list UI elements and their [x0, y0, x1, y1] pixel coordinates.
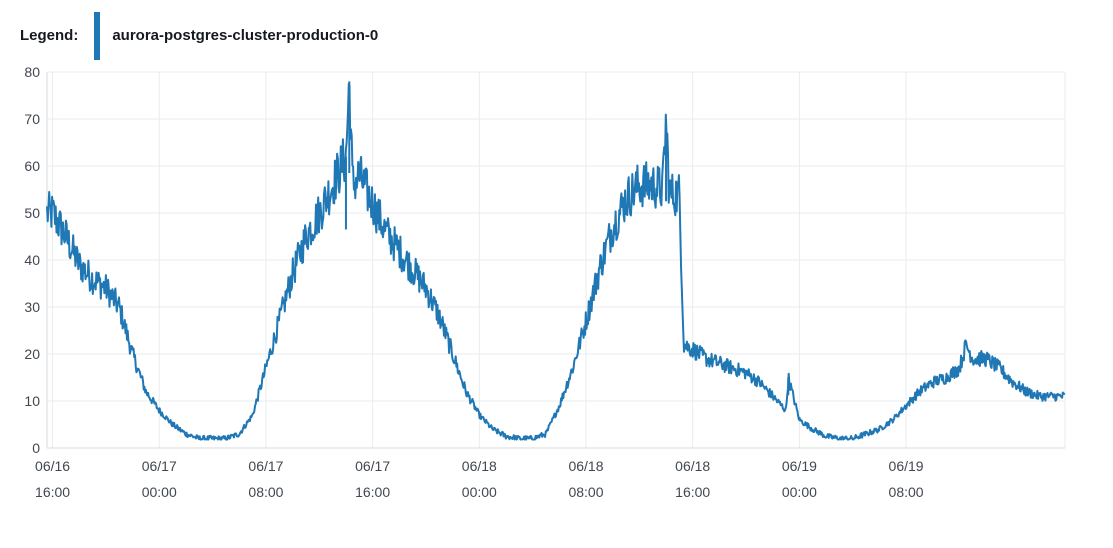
- x-tick-time: 08:00: [248, 484, 283, 500]
- y-tick-label: 10: [24, 393, 40, 409]
- y-tick-label: 20: [24, 346, 40, 362]
- series-line[interactable]: [46, 82, 1066, 441]
- legend: Legend: aurora-postgres-cluster-producti…: [20, 12, 378, 60]
- series-layer: [46, 81, 1066, 441]
- x-tick-time: 00:00: [462, 484, 497, 500]
- x-tick-date: 06/17: [142, 458, 177, 474]
- x-tick-time: 00:00: [782, 484, 817, 500]
- x-tick-date: 06/18: [568, 458, 603, 474]
- x-tick-date: 06/19: [782, 458, 817, 474]
- x-tick-time: 16:00: [675, 484, 710, 500]
- x-tick-time: 08:00: [568, 484, 603, 500]
- y-tick-label: 80: [24, 64, 40, 80]
- x-tick-date: 06/17: [248, 458, 283, 474]
- y-tick-label: 0: [32, 440, 40, 456]
- grid: [47, 71, 1066, 449]
- y-tick-label: 50: [24, 205, 40, 221]
- x-tick-date: 06/19: [889, 458, 924, 474]
- x-tick-date: 06/18: [675, 458, 710, 474]
- y-tick-label: 60: [24, 158, 40, 174]
- x-tick-date: 06/16: [35, 458, 70, 474]
- y-tick-label: 70: [24, 111, 40, 127]
- x-tick-date: 06/18: [462, 458, 497, 474]
- axes: [46, 72, 1065, 449]
- x-tick-time: 16:00: [355, 484, 390, 500]
- legend-title: Legend:: [20, 27, 79, 44]
- x-tick-time: 08:00: [889, 484, 924, 500]
- x-tick-date: 06/17: [355, 458, 390, 474]
- x-tick-time: 16:00: [35, 484, 70, 500]
- legend-item-label[interactable]: aurora-postgres-cluster-production-0: [112, 27, 379, 44]
- tick-labels: 0 10 20 30 40 50 60 70 80 06/16 16:00 06/17 00:00 06/…: [24, 64, 923, 500]
- y-tick-label: 30: [24, 299, 40, 315]
- legend-swatch[interactable]: [94, 12, 101, 60]
- x-tick-time: 00:00: [142, 484, 177, 500]
- y-tick-label: 40: [24, 252, 40, 268]
